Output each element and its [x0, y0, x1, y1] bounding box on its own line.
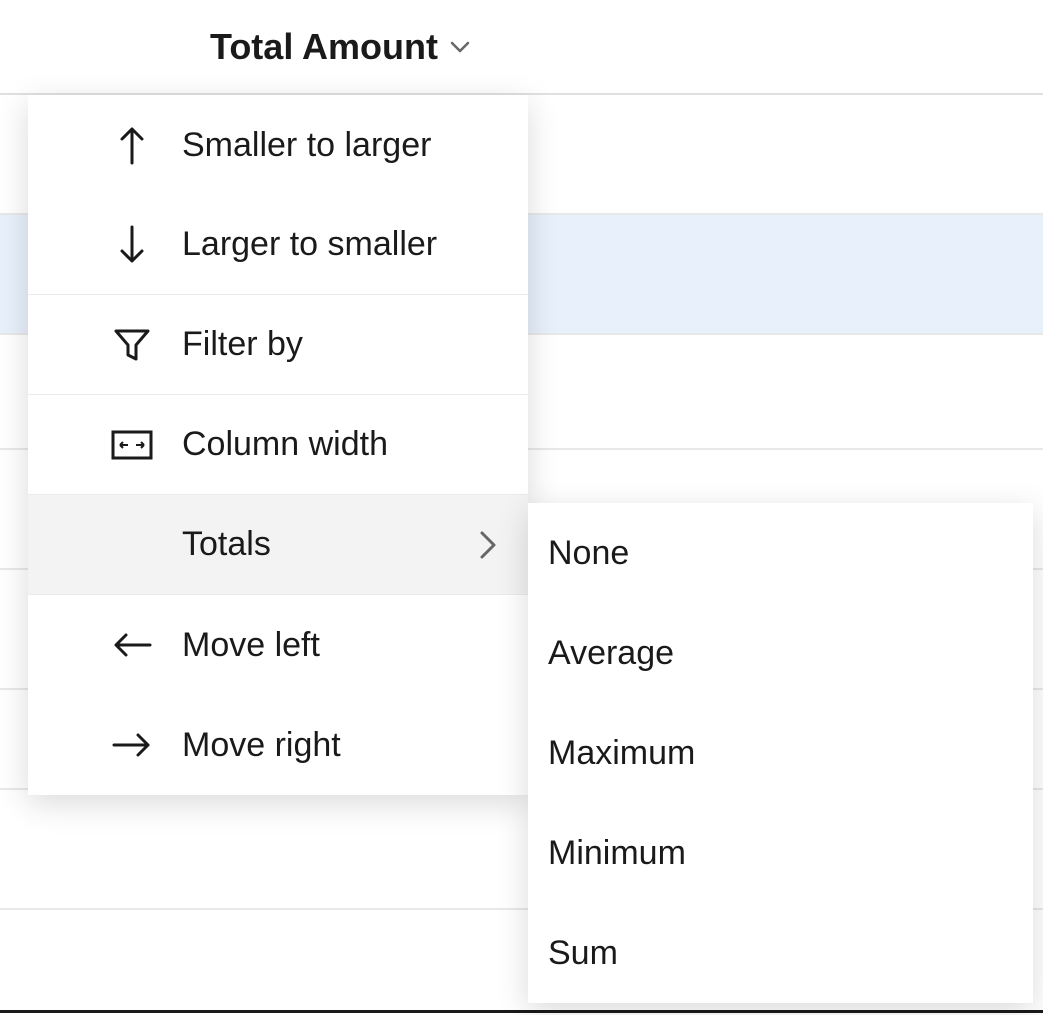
table-bottom-border: [0, 1010, 1043, 1013]
submenu-item-maximum[interactable]: Maximum: [528, 703, 1033, 803]
menu-item-label: Smaller to larger: [182, 126, 431, 165]
totals-submenu: None Average Maximum Minimum Sum: [528, 503, 1033, 1003]
chevron-down-icon: [448, 35, 472, 59]
arrow-right-icon: [110, 723, 154, 767]
menu-item-totals[interactable]: Totals: [28, 495, 528, 595]
menu-item-sort-desc[interactable]: Larger to smaller: [28, 195, 528, 295]
menu-item-move-right[interactable]: Move right: [28, 695, 528, 795]
submenu-item-sum[interactable]: Sum: [528, 903, 1033, 1003]
column-width-icon: [110, 423, 154, 467]
menu-item-label: Move left: [182, 626, 320, 665]
menu-item-column-width[interactable]: Column width: [28, 395, 528, 495]
menu-item-move-left[interactable]: Move left: [28, 595, 528, 695]
submenu-item-label: Minimum: [548, 834, 686, 873]
arrow-left-icon: [110, 623, 154, 667]
menu-item-label: Move right: [182, 726, 341, 765]
submenu-item-minimum[interactable]: Minimum: [528, 803, 1033, 903]
submenu-item-average[interactable]: Average: [528, 603, 1033, 703]
submenu-item-none[interactable]: None: [528, 503, 1033, 603]
submenu-item-label: Average: [548, 634, 674, 673]
chevron-right-icon: [478, 529, 498, 561]
column-context-menu: Smaller to larger Larger to smaller Filt…: [28, 95, 528, 795]
submenu-item-label: Sum: [548, 934, 618, 973]
menu-item-label: Filter by: [182, 325, 303, 364]
submenu-item-label: Maximum: [548, 734, 695, 773]
menu-item-label: Totals: [182, 525, 271, 564]
menu-item-label: Larger to smaller: [182, 225, 437, 264]
filter-icon: [110, 323, 154, 367]
column-header-total-amount[interactable]: Total Amount: [210, 26, 472, 68]
arrow-up-icon: [110, 123, 154, 167]
menu-item-sort-asc[interactable]: Smaller to larger: [28, 95, 528, 195]
column-header-label: Total Amount: [210, 26, 438, 68]
menu-item-filter[interactable]: Filter by: [28, 295, 528, 395]
menu-item-label: Column width: [182, 425, 388, 464]
table-header-row: Total Amount: [0, 0, 1043, 95]
submenu-item-label: None: [548, 534, 629, 573]
arrow-down-icon: [110, 223, 154, 267]
